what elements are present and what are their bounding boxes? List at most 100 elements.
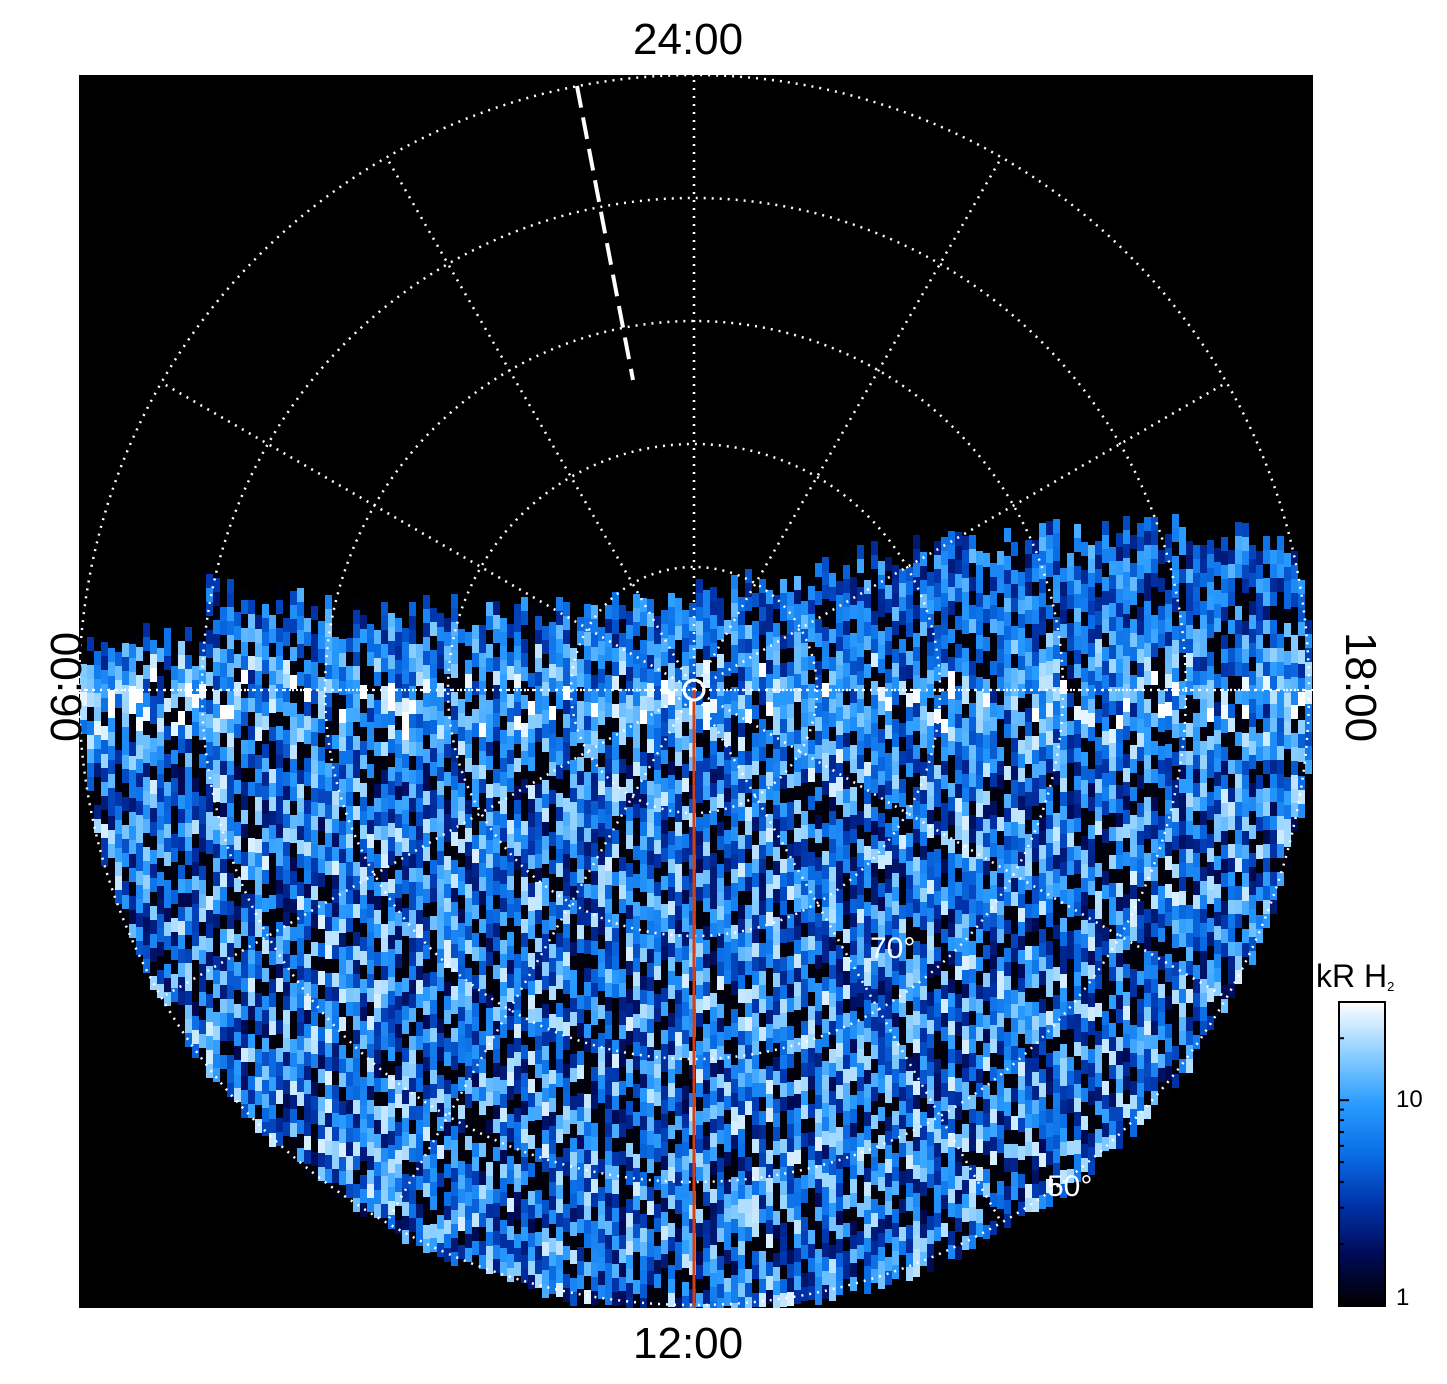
emission-cell bbox=[437, 921, 444, 935]
emission-cell bbox=[619, 1011, 626, 1025]
emission-cell bbox=[276, 866, 283, 880]
emission-cell bbox=[122, 811, 129, 825]
emission-cell bbox=[535, 784, 542, 798]
emission-cell bbox=[472, 751, 479, 765]
emission-cell bbox=[745, 821, 752, 835]
emission-cell bbox=[332, 987, 339, 1001]
emission-cell bbox=[122, 839, 129, 853]
emission-cell bbox=[850, 955, 857, 969]
emission-cell bbox=[682, 1002, 689, 1016]
emission-cell bbox=[654, 1232, 661, 1246]
emission-cell bbox=[654, 798, 661, 812]
emission-cell bbox=[577, 1233, 584, 1247]
emission-cell bbox=[199, 1034, 206, 1048]
emission-cell bbox=[850, 843, 857, 857]
emission-cell bbox=[885, 655, 892, 669]
emission-cell bbox=[227, 1041, 234, 1055]
emission-cell bbox=[542, 850, 549, 864]
emission-cell bbox=[668, 1181, 675, 1195]
emission-cell bbox=[227, 971, 234, 985]
emission-cell bbox=[857, 1147, 864, 1161]
emission-cell bbox=[829, 1049, 836, 1063]
emission-cell bbox=[199, 754, 206, 768]
emission-cell bbox=[395, 1122, 402, 1136]
emission-cell bbox=[878, 715, 885, 729]
emission-cell bbox=[885, 1019, 892, 1033]
emission-cell bbox=[661, 722, 668, 736]
emission-cell bbox=[605, 1207, 612, 1221]
emission-cell bbox=[703, 1206, 710, 1220]
emission-cell bbox=[164, 810, 171, 824]
emission-cell bbox=[493, 993, 500, 1007]
emission-cell bbox=[164, 628, 171, 642]
emission-cell bbox=[605, 1221, 612, 1235]
emission-cell bbox=[724, 1194, 731, 1208]
emission-cell bbox=[360, 769, 367, 783]
emission-cell bbox=[752, 1181, 759, 1195]
emission-cell bbox=[584, 1220, 591, 1234]
emission-cell bbox=[430, 1056, 437, 1070]
emission-cell bbox=[269, 671, 276, 685]
emission-cell bbox=[738, 1199, 745, 1213]
emission-cell bbox=[745, 961, 752, 975]
emission-cell bbox=[423, 973, 430, 987]
emission-cell bbox=[248, 1104, 255, 1118]
emission-cell bbox=[500, 688, 507, 702]
emission-cell bbox=[192, 932, 199, 946]
emission-cell bbox=[717, 1270, 724, 1284]
emission-cell bbox=[598, 1103, 605, 1117]
emission-cell bbox=[444, 926, 451, 940]
emission-cell bbox=[514, 912, 521, 926]
emission-cell bbox=[549, 790, 556, 804]
emission-cell bbox=[640, 752, 647, 766]
emission-cell bbox=[668, 1013, 675, 1027]
emission-cell bbox=[577, 1289, 584, 1303]
emission-cell bbox=[773, 847, 780, 861]
emission-cell bbox=[241, 992, 248, 1006]
emission-cell bbox=[178, 963, 185, 977]
emission-cell bbox=[619, 1137, 626, 1151]
emission-cell bbox=[731, 645, 738, 659]
emission-cell bbox=[843, 761, 850, 775]
emission-cell bbox=[598, 907, 605, 921]
emission-cell bbox=[101, 796, 108, 810]
emission-cell bbox=[493, 1245, 500, 1259]
emission-cell bbox=[633, 1056, 640, 1070]
emission-cell bbox=[857, 1245, 864, 1259]
emission-cell bbox=[801, 1063, 808, 1077]
emission-cell bbox=[612, 620, 619, 634]
emission-cell bbox=[850, 675, 857, 689]
emission-cell bbox=[423, 833, 430, 847]
emission-cell bbox=[458, 839, 465, 853]
emission-cell bbox=[150, 766, 157, 780]
emission-cell bbox=[752, 1097, 759, 1111]
emission-cell bbox=[255, 783, 262, 797]
emission-cell bbox=[157, 690, 164, 704]
emission-cell bbox=[696, 1139, 703, 1153]
emission-cell bbox=[507, 792, 514, 806]
emission-cell bbox=[787, 1110, 794, 1124]
emission-cell bbox=[542, 864, 549, 878]
emission-cell bbox=[787, 886, 794, 900]
emission-cell bbox=[143, 679, 150, 693]
emission-cell bbox=[878, 1107, 885, 1121]
emission-cell bbox=[703, 856, 710, 870]
emission-cell bbox=[150, 850, 157, 864]
emission-cell bbox=[136, 731, 143, 745]
emission-cell bbox=[353, 694, 360, 708]
emission-cell bbox=[766, 1150, 773, 1164]
emission-cell bbox=[290, 1039, 297, 1053]
emission-cell bbox=[430, 1112, 437, 1126]
emission-cell bbox=[465, 660, 472, 674]
emission-cell bbox=[731, 757, 738, 771]
emission-cell bbox=[311, 900, 318, 914]
emission-cell bbox=[143, 875, 150, 889]
emission-cell bbox=[325, 917, 332, 931]
emission-cell bbox=[591, 1193, 598, 1207]
emission-cell bbox=[430, 958, 437, 972]
emission-cell bbox=[829, 685, 836, 699]
emission-cell bbox=[682, 1254, 689, 1268]
emission-cell bbox=[549, 1126, 556, 1140]
emission-cell bbox=[731, 1303, 738, 1308]
emission-cell bbox=[759, 873, 766, 887]
